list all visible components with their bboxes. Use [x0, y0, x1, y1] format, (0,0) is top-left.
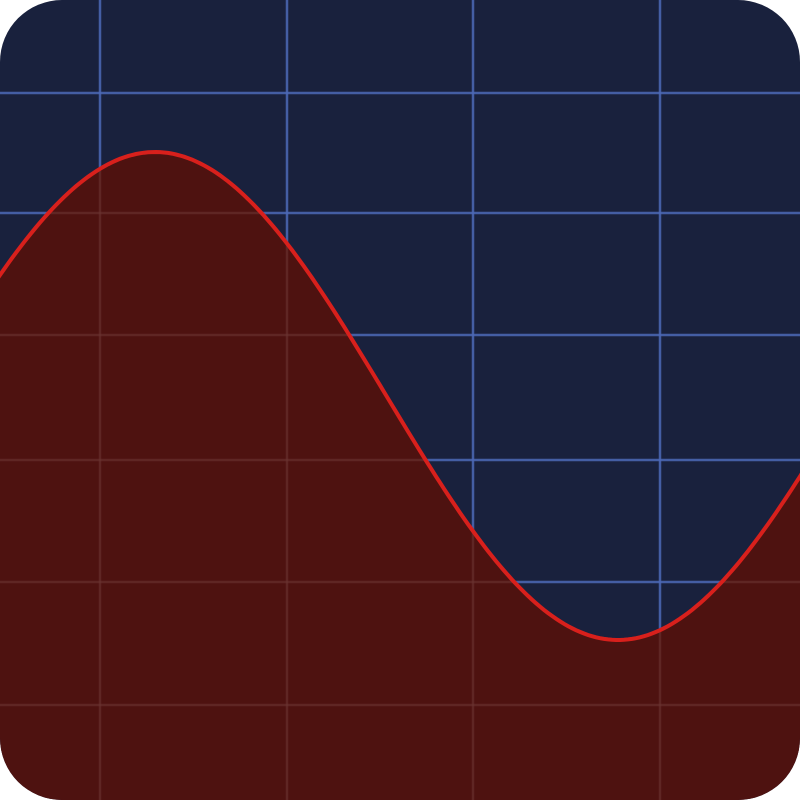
wave-fill [0, 152, 800, 800]
wave-line [0, 149, 800, 642]
